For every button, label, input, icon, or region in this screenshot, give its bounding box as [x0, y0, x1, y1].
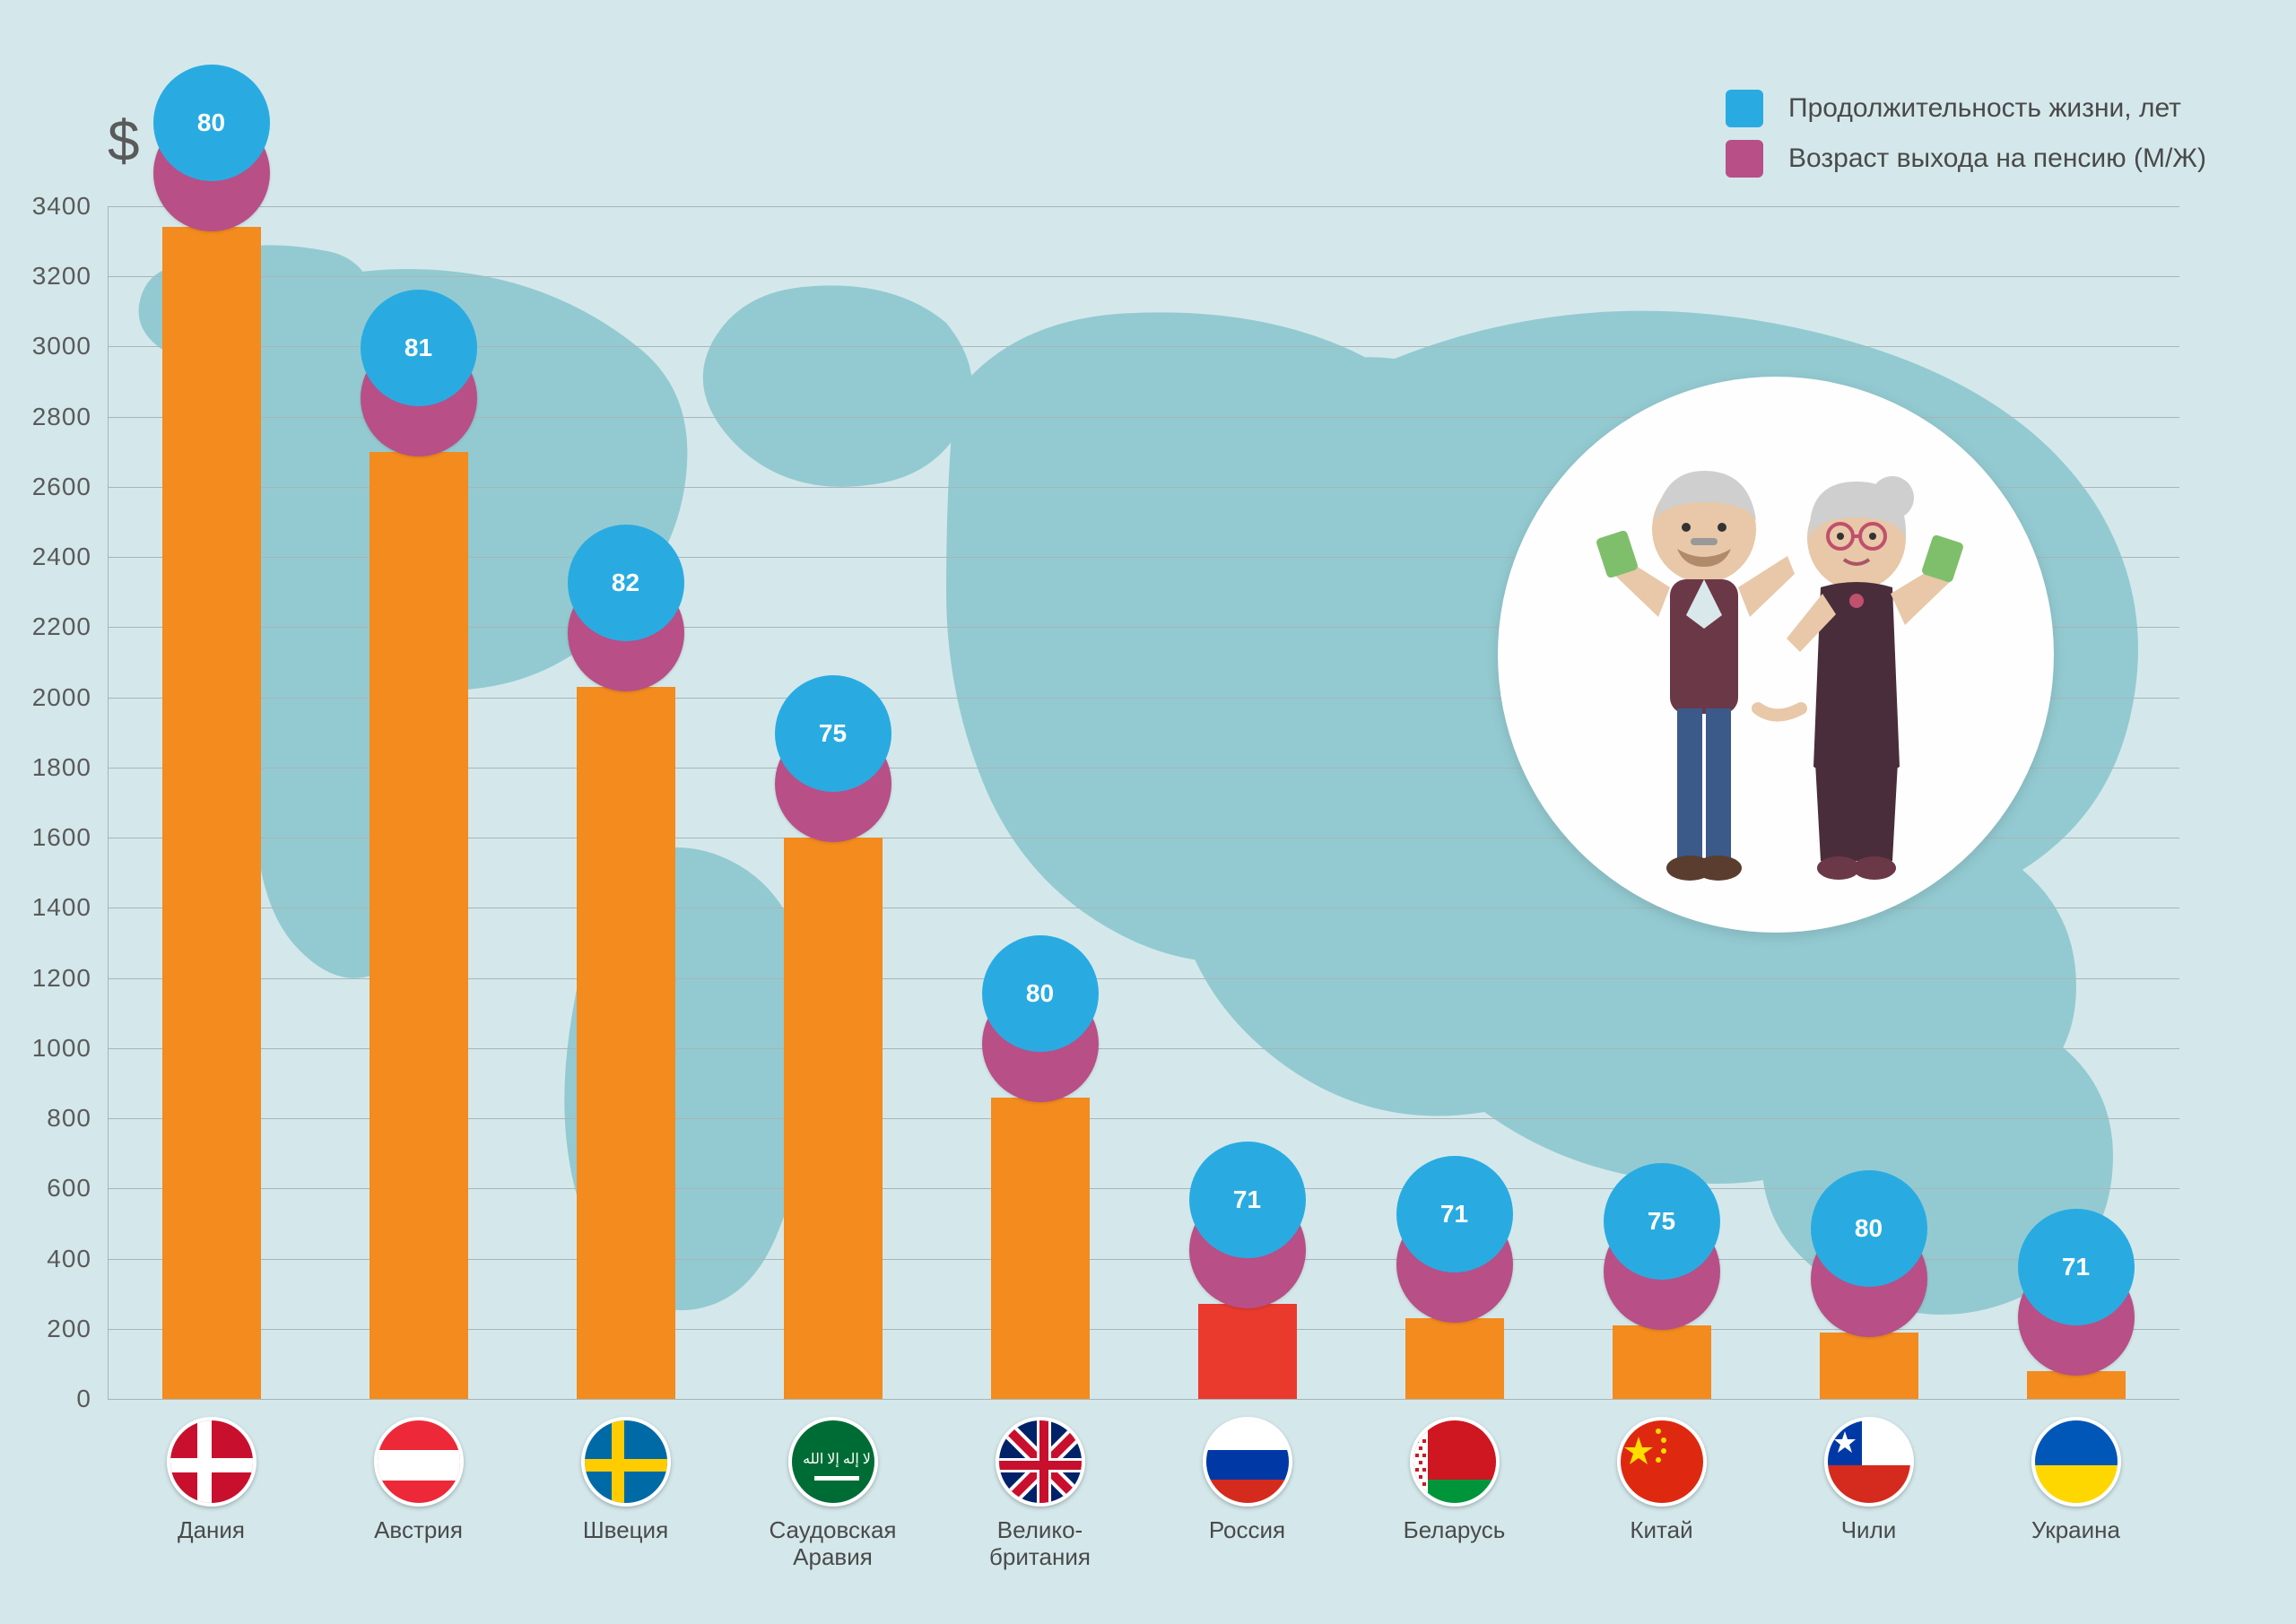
country-axis-item: Велико-британия — [936, 1417, 1144, 1571]
y-tick-label: 2800 — [32, 403, 91, 431]
country-label: Китай — [1558, 1517, 1765, 1544]
pension-bar — [1198, 1304, 1297, 1399]
y-tick-label: 600 — [47, 1174, 91, 1203]
pension-bar — [784, 838, 883, 1399]
legend-item-retire: Возраст выхода на пенсию (М/Ж) — [1726, 140, 2206, 178]
country-label: Россия — [1144, 1517, 1351, 1544]
life-expectancy-value: 80 — [982, 935, 1099, 1052]
y-tick-label: 2600 — [32, 473, 91, 501]
y-tick-label: 1400 — [32, 893, 91, 922]
flag-icon — [167, 1417, 257, 1507]
pension-bar — [1613, 1325, 1711, 1399]
flag-icon — [374, 1417, 464, 1507]
data-circles: 65/6081 — [361, 340, 477, 456]
country-axis-item: Чили — [1765, 1417, 1972, 1544]
country-axis-item: Австрия — [315, 1417, 522, 1544]
y-tick-label: 2200 — [32, 612, 91, 641]
country-label: Украина — [1972, 1517, 2179, 1544]
country-label: Беларусь — [1351, 1517, 1558, 1544]
life-expectancy-value: 75 — [1604, 1163, 1720, 1280]
legend-item-life: Продолжительность жизни, лет — [1726, 90, 2206, 127]
data-circles: 60/5575 — [1604, 1213, 1720, 1330]
data-circles: 65/6582 — [568, 575, 684, 691]
data-circles: 61/5671 — [1396, 1206, 1513, 1323]
y-tick-label: 0 — [76, 1385, 91, 1413]
pension-bar — [370, 452, 468, 1399]
bar-slot: 65/6081 — [315, 206, 522, 1399]
country-label: Дания — [108, 1517, 315, 1544]
life-expectancy-value: 71 — [2018, 1209, 2135, 1325]
svg-text:لا إله إلا الله: لا إله إلا الله — [803, 1452, 871, 1467]
life-expectancy-value: 75 — [775, 675, 891, 792]
life-expectancy-value: 82 — [568, 525, 684, 641]
data-circles: 65/6075 — [775, 725, 891, 842]
country-axis-item: Китай — [1558, 1417, 1765, 1544]
y-tick-label: 3200 — [32, 262, 91, 291]
data-circles: 60/58,571 — [2018, 1259, 2135, 1376]
flag-icon — [581, 1417, 671, 1507]
y-tick-label: 400 — [47, 1245, 91, 1273]
gridline — [108, 1399, 2179, 1400]
y-tick-label: 1200 — [32, 964, 91, 993]
country-label: Швеция — [522, 1517, 729, 1544]
flag-icon — [1410, 1417, 1500, 1507]
country-axis-item: Швеция — [522, 1417, 729, 1544]
flag-icon — [1617, 1417, 1707, 1507]
life-expectancy-value: 71 — [1189, 1142, 1306, 1258]
pension-bar — [1820, 1333, 1918, 1399]
y-tick-label: 2000 — [32, 683, 91, 712]
flag-icon — [1824, 1417, 1914, 1507]
y-axis-currency: $ — [108, 108, 140, 174]
country-label: СаудовскаяАравия — [729, 1517, 936, 1571]
y-tick-label: 3400 — [32, 192, 91, 221]
y-tick-label: 800 — [47, 1104, 91, 1133]
legend-swatch-life — [1726, 90, 1763, 127]
pension-bar — [991, 1098, 1090, 1399]
pension-bar — [162, 227, 261, 1399]
data-circles: 66/6680 — [982, 986, 1099, 1102]
bar-slot: 60/5571 — [1144, 206, 1351, 1399]
legend-swatch-retire — [1726, 140, 1763, 178]
flag-icon — [996, 1417, 1085, 1507]
country-label: Велико-британия — [936, 1517, 1144, 1571]
bar-slot: 65/6075 — [729, 206, 936, 1399]
country-axis-item: Беларусь — [1351, 1417, 1558, 1544]
life-expectancy-value: 80 — [153, 65, 270, 181]
country-axis-item: لا إله إلا الله СаудовскаяАравия — [729, 1417, 936, 1571]
pension-bar — [577, 687, 675, 1399]
legend: Продолжительность жизни, лет Возраст вых… — [1726, 90, 2206, 190]
flag-icon — [1203, 1417, 1292, 1507]
y-tick-label: 1800 — [32, 753, 91, 782]
legend-label-retire: Возраст выхода на пенсию (М/Ж) — [1788, 143, 2206, 174]
country-label: Чили — [1765, 1517, 1972, 1544]
life-expectancy-value: 81 — [361, 290, 477, 406]
pensioners-illustration — [1498, 377, 2054, 933]
data-circles: 67/6780 — [153, 115, 270, 231]
data-circles: 60/5571 — [1189, 1192, 1306, 1308]
y-tick-label: 2400 — [32, 543, 91, 571]
y-tick-label: 200 — [47, 1315, 91, 1343]
country-axis-item: Украина — [1972, 1417, 2179, 1544]
legend-label-life: Продолжительность жизни, лет — [1788, 93, 2181, 124]
bar-slot: 61/5671 — [1351, 206, 1558, 1399]
y-tick-label: 1600 — [32, 823, 91, 852]
flag-icon: لا إله إلا الله — [788, 1417, 878, 1507]
bar-slot: 67/6780 — [108, 206, 315, 1399]
data-circles: 65/6080 — [1811, 1220, 1927, 1337]
y-tick-label: 1000 — [32, 1034, 91, 1063]
y-tick-label: 3000 — [32, 332, 91, 360]
country-label: Австрия — [315, 1517, 522, 1544]
bar-slot: 66/6680 — [936, 206, 1144, 1399]
country-axis-item: Россия — [1144, 1417, 1351, 1544]
life-expectancy-value: 80 — [1811, 1170, 1927, 1287]
life-expectancy-value: 71 — [1396, 1156, 1513, 1272]
country-axis-item: Дания — [108, 1417, 315, 1544]
flag-icon — [2031, 1417, 2121, 1507]
bar-slot: 65/6582 — [522, 206, 729, 1399]
pension-bar — [1405, 1318, 1504, 1399]
